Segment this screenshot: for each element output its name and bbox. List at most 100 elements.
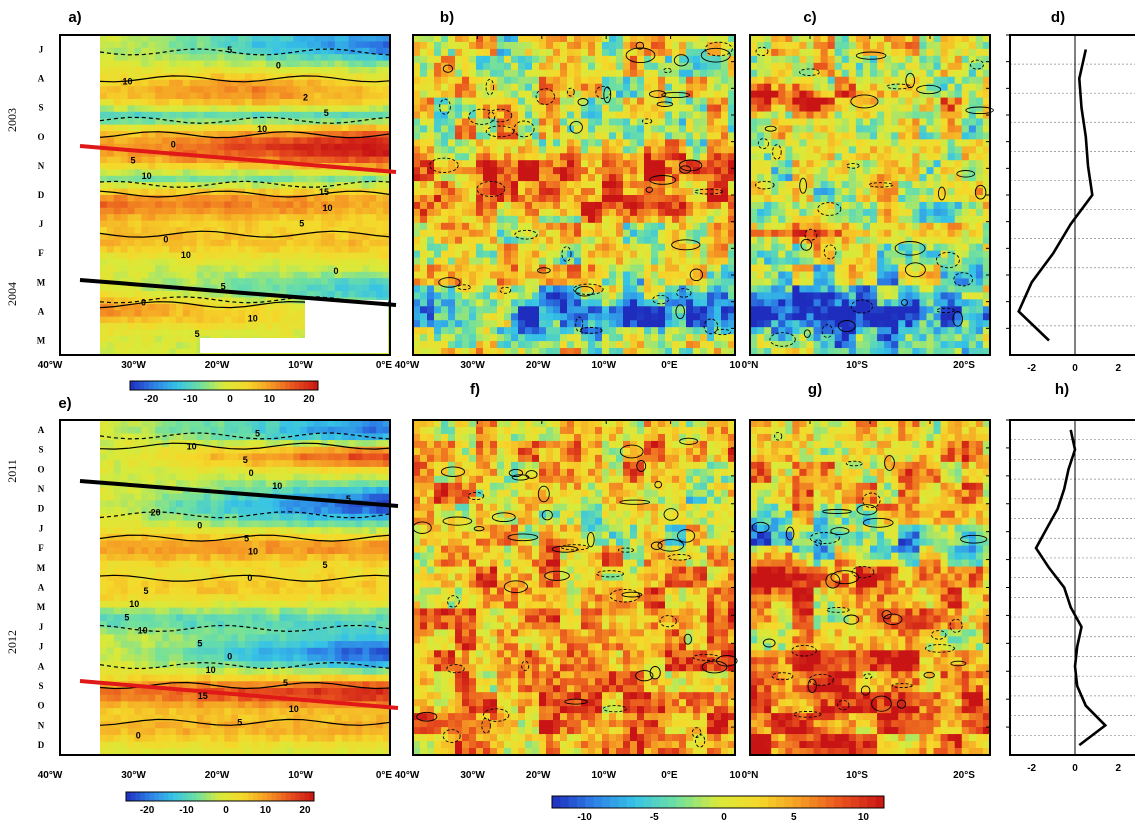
heatmap-cell	[383, 480, 391, 488]
heatmap-cell	[182, 278, 191, 286]
heatmap-cell	[293, 554, 301, 562]
heatmap-cell	[175, 734, 184, 743]
heatmap-cell	[355, 607, 363, 615]
heatmap-cell	[314, 220, 322, 228]
heatmap-cell	[238, 540, 246, 548]
heatmap-cell	[134, 118, 143, 126]
heatmap-cell	[376, 73, 384, 81]
heatmap-cell	[231, 35, 239, 42]
heatmap-cell	[383, 214, 391, 222]
heatmap-cell	[169, 654, 177, 662]
heatmap-cell	[314, 111, 322, 119]
heatmap-cell	[341, 567, 350, 575]
heatmap-cell	[504, 76, 512, 85]
heatmap-cell	[141, 567, 149, 575]
heatmap-cell	[595, 111, 603, 120]
heatmap-cell	[217, 201, 225, 209]
heatmap-cell	[341, 252, 350, 260]
heatmap-cell	[327, 507, 336, 515]
heatmap-cell	[127, 303, 136, 311]
heatmap-cell	[504, 132, 512, 140]
heatmap-cell	[251, 674, 260, 682]
heatmap-cell	[307, 259, 315, 266]
heatmap-cell	[148, 310, 156, 318]
heatmap-cell	[100, 654, 108, 662]
heatmap-cell	[238, 265, 246, 273]
heatmap-cell	[245, 79, 253, 87]
heatmap-cell	[300, 252, 308, 260]
heatmap-cell	[341, 661, 350, 669]
heatmap-cell	[300, 35, 308, 42]
heatmap-cell	[300, 627, 308, 635]
heatmap-cell	[113, 661, 122, 669]
heatmap-cell	[334, 654, 343, 662]
heatmap-cell	[355, 460, 363, 468]
heatmap-cell	[231, 163, 239, 170]
heatmap-cell	[245, 721, 253, 729]
heatmap-cell	[721, 104, 729, 113]
heatmap-cell	[693, 62, 701, 71]
heatmap-cell	[511, 146, 519, 154]
heatmap-cell	[511, 118, 519, 127]
heatmap-cell	[327, 533, 336, 542]
heatmap-cell	[231, 86, 239, 94]
heatmap-cell	[383, 714, 391, 723]
heatmap-cell	[113, 310, 122, 318]
heatmap-cell	[567, 146, 575, 154]
heatmap-cell	[376, 527, 384, 535]
heatmap-cell	[141, 533, 149, 542]
heatmap-cell	[272, 587, 281, 595]
heatmap-cell	[106, 233, 115, 241]
heatmap-cell	[155, 335, 163, 343]
heatmap-cell	[341, 99, 350, 106]
heatmap-cell	[106, 105, 115, 113]
heatmap-cell	[362, 124, 370, 132]
heatmap-cell	[113, 520, 122, 528]
heatmap-cell	[539, 62, 547, 71]
heatmap-cell	[127, 79, 136, 87]
heatmap-cell	[175, 214, 184, 222]
heatmap-cell	[376, 118, 384, 126]
heatmap-cell	[203, 627, 212, 635]
heatmap-cell	[155, 323, 163, 330]
heatmap-cell	[341, 500, 350, 508]
heatmap-cell	[245, 47, 253, 55]
heatmap-cell	[155, 105, 163, 113]
heatmap-cell	[320, 600, 329, 609]
heatmap-cell	[707, 55, 715, 64]
heatmap-cell	[189, 587, 198, 595]
heatmap-cell	[120, 621, 129, 629]
heatmap-cell	[127, 86, 136, 94]
heatmap-cell	[155, 214, 163, 222]
heatmap-cell	[148, 316, 156, 324]
heatmap-cell	[175, 634, 184, 642]
heatmap-cell	[224, 310, 232, 318]
heatmap-cell	[224, 118, 232, 126]
heatmap-cell	[707, 90, 715, 99]
heatmap-cell	[314, 701, 322, 709]
heatmap-cell	[196, 734, 205, 743]
heatmap-cell	[189, 674, 198, 682]
heatmap-cell	[609, 69, 617, 78]
heatmap-cell	[203, 554, 212, 562]
heatmap-cell	[300, 105, 308, 113]
heatmap-cell	[602, 118, 610, 127]
heatmap-cell	[169, 446, 177, 455]
heatmap-cell	[189, 323, 198, 330]
heatmap-cell	[134, 440, 143, 448]
heatmap-cell	[217, 175, 225, 183]
heatmap-cell	[286, 278, 294, 286]
heatmap-cell	[251, 47, 260, 55]
heatmap-cell	[141, 527, 149, 535]
heatmap-cell	[251, 54, 260, 62]
heatmap-cell	[490, 146, 498, 154]
heatmap-cell	[251, 86, 260, 94]
heatmap-cell	[320, 227, 329, 234]
heatmap-cell	[100, 574, 108, 582]
heatmap-cell	[560, 48, 568, 57]
heatmap-cell	[630, 41, 638, 50]
heatmap-cell	[231, 614, 239, 622]
heatmap-cell	[334, 182, 343, 190]
heatmap-cell	[265, 487, 274, 495]
heatmap-cell	[265, 41, 274, 49]
